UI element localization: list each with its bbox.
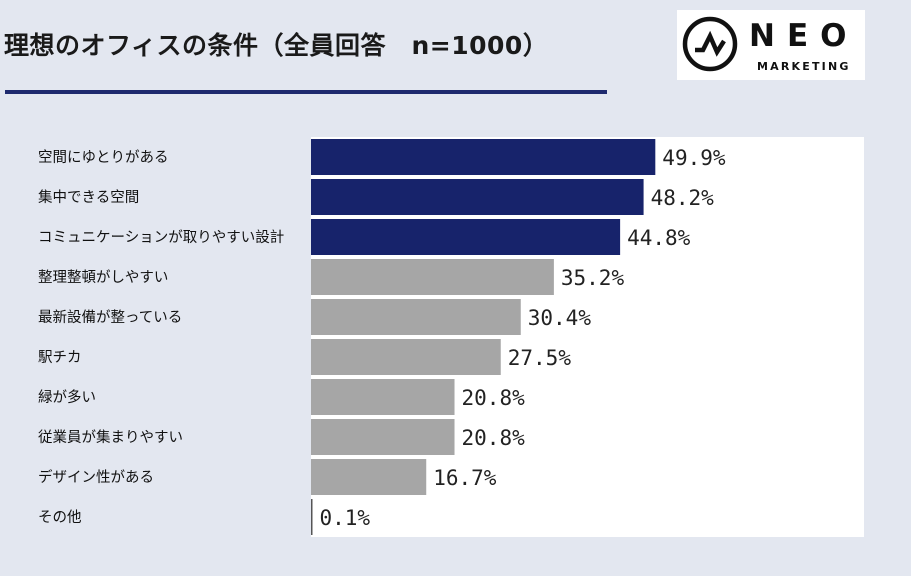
category-label-1: 空間にゆとりがある (38, 149, 169, 166)
value-label-5: 30.4% (528, 306, 592, 330)
title-underline (5, 90, 607, 94)
bar-10 (311, 499, 313, 535)
category-label-6: 駅チカ (38, 350, 82, 366)
bar-9 (311, 459, 427, 495)
chart-title: 理想のオフィスの条件（全員回答 n=1000） (4, 31, 549, 60)
bar-1 (311, 139, 656, 175)
value-label-8: 20.8% (462, 426, 526, 450)
category-label-5: 最新設備が整っている (38, 309, 182, 326)
bar-6 (311, 339, 501, 375)
value-label-9: 16.7% (433, 466, 497, 490)
neo-logo-icon (682, 16, 738, 72)
category-label-9: デザイン性がある (38, 468, 154, 486)
bar-5 (311, 299, 521, 335)
bar-2 (311, 179, 644, 215)
category-label-3: コミュニケーションが取りやすい設計 (38, 229, 284, 246)
category-label-4: 整理整頓がしやすい (38, 269, 168, 286)
value-label-6: 27.5% (508, 346, 572, 370)
value-label-10: 0.1% (320, 506, 371, 530)
value-label-4: 35.2% (561, 266, 625, 290)
value-label-2: 48.2% (651, 186, 715, 210)
logo-subtitle: MARKETING (757, 60, 851, 73)
bar-4 (311, 259, 554, 295)
logo-wordmark: NEO (749, 18, 859, 54)
bar-8 (311, 419, 455, 455)
value-label-1: 49.9% (662, 146, 726, 170)
category-label-8: 従業員が集まりやすい (38, 429, 183, 446)
category-label-2: 集中できる空間 (38, 189, 139, 206)
value-label-7: 20.8% (462, 386, 526, 410)
value-label-3: 44.8% (627, 226, 691, 250)
bar-3 (311, 219, 621, 255)
category-label-10: その他 (38, 509, 82, 526)
neo-marketing-logo: NEO MARKETING (677, 10, 865, 80)
bar-7 (311, 379, 455, 415)
category-label-7: 緑が多い (38, 389, 96, 406)
